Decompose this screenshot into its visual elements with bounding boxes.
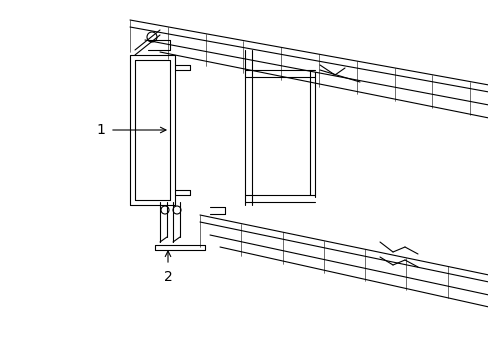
- Text: 1: 1: [96, 123, 105, 137]
- Text: 2: 2: [163, 270, 172, 284]
